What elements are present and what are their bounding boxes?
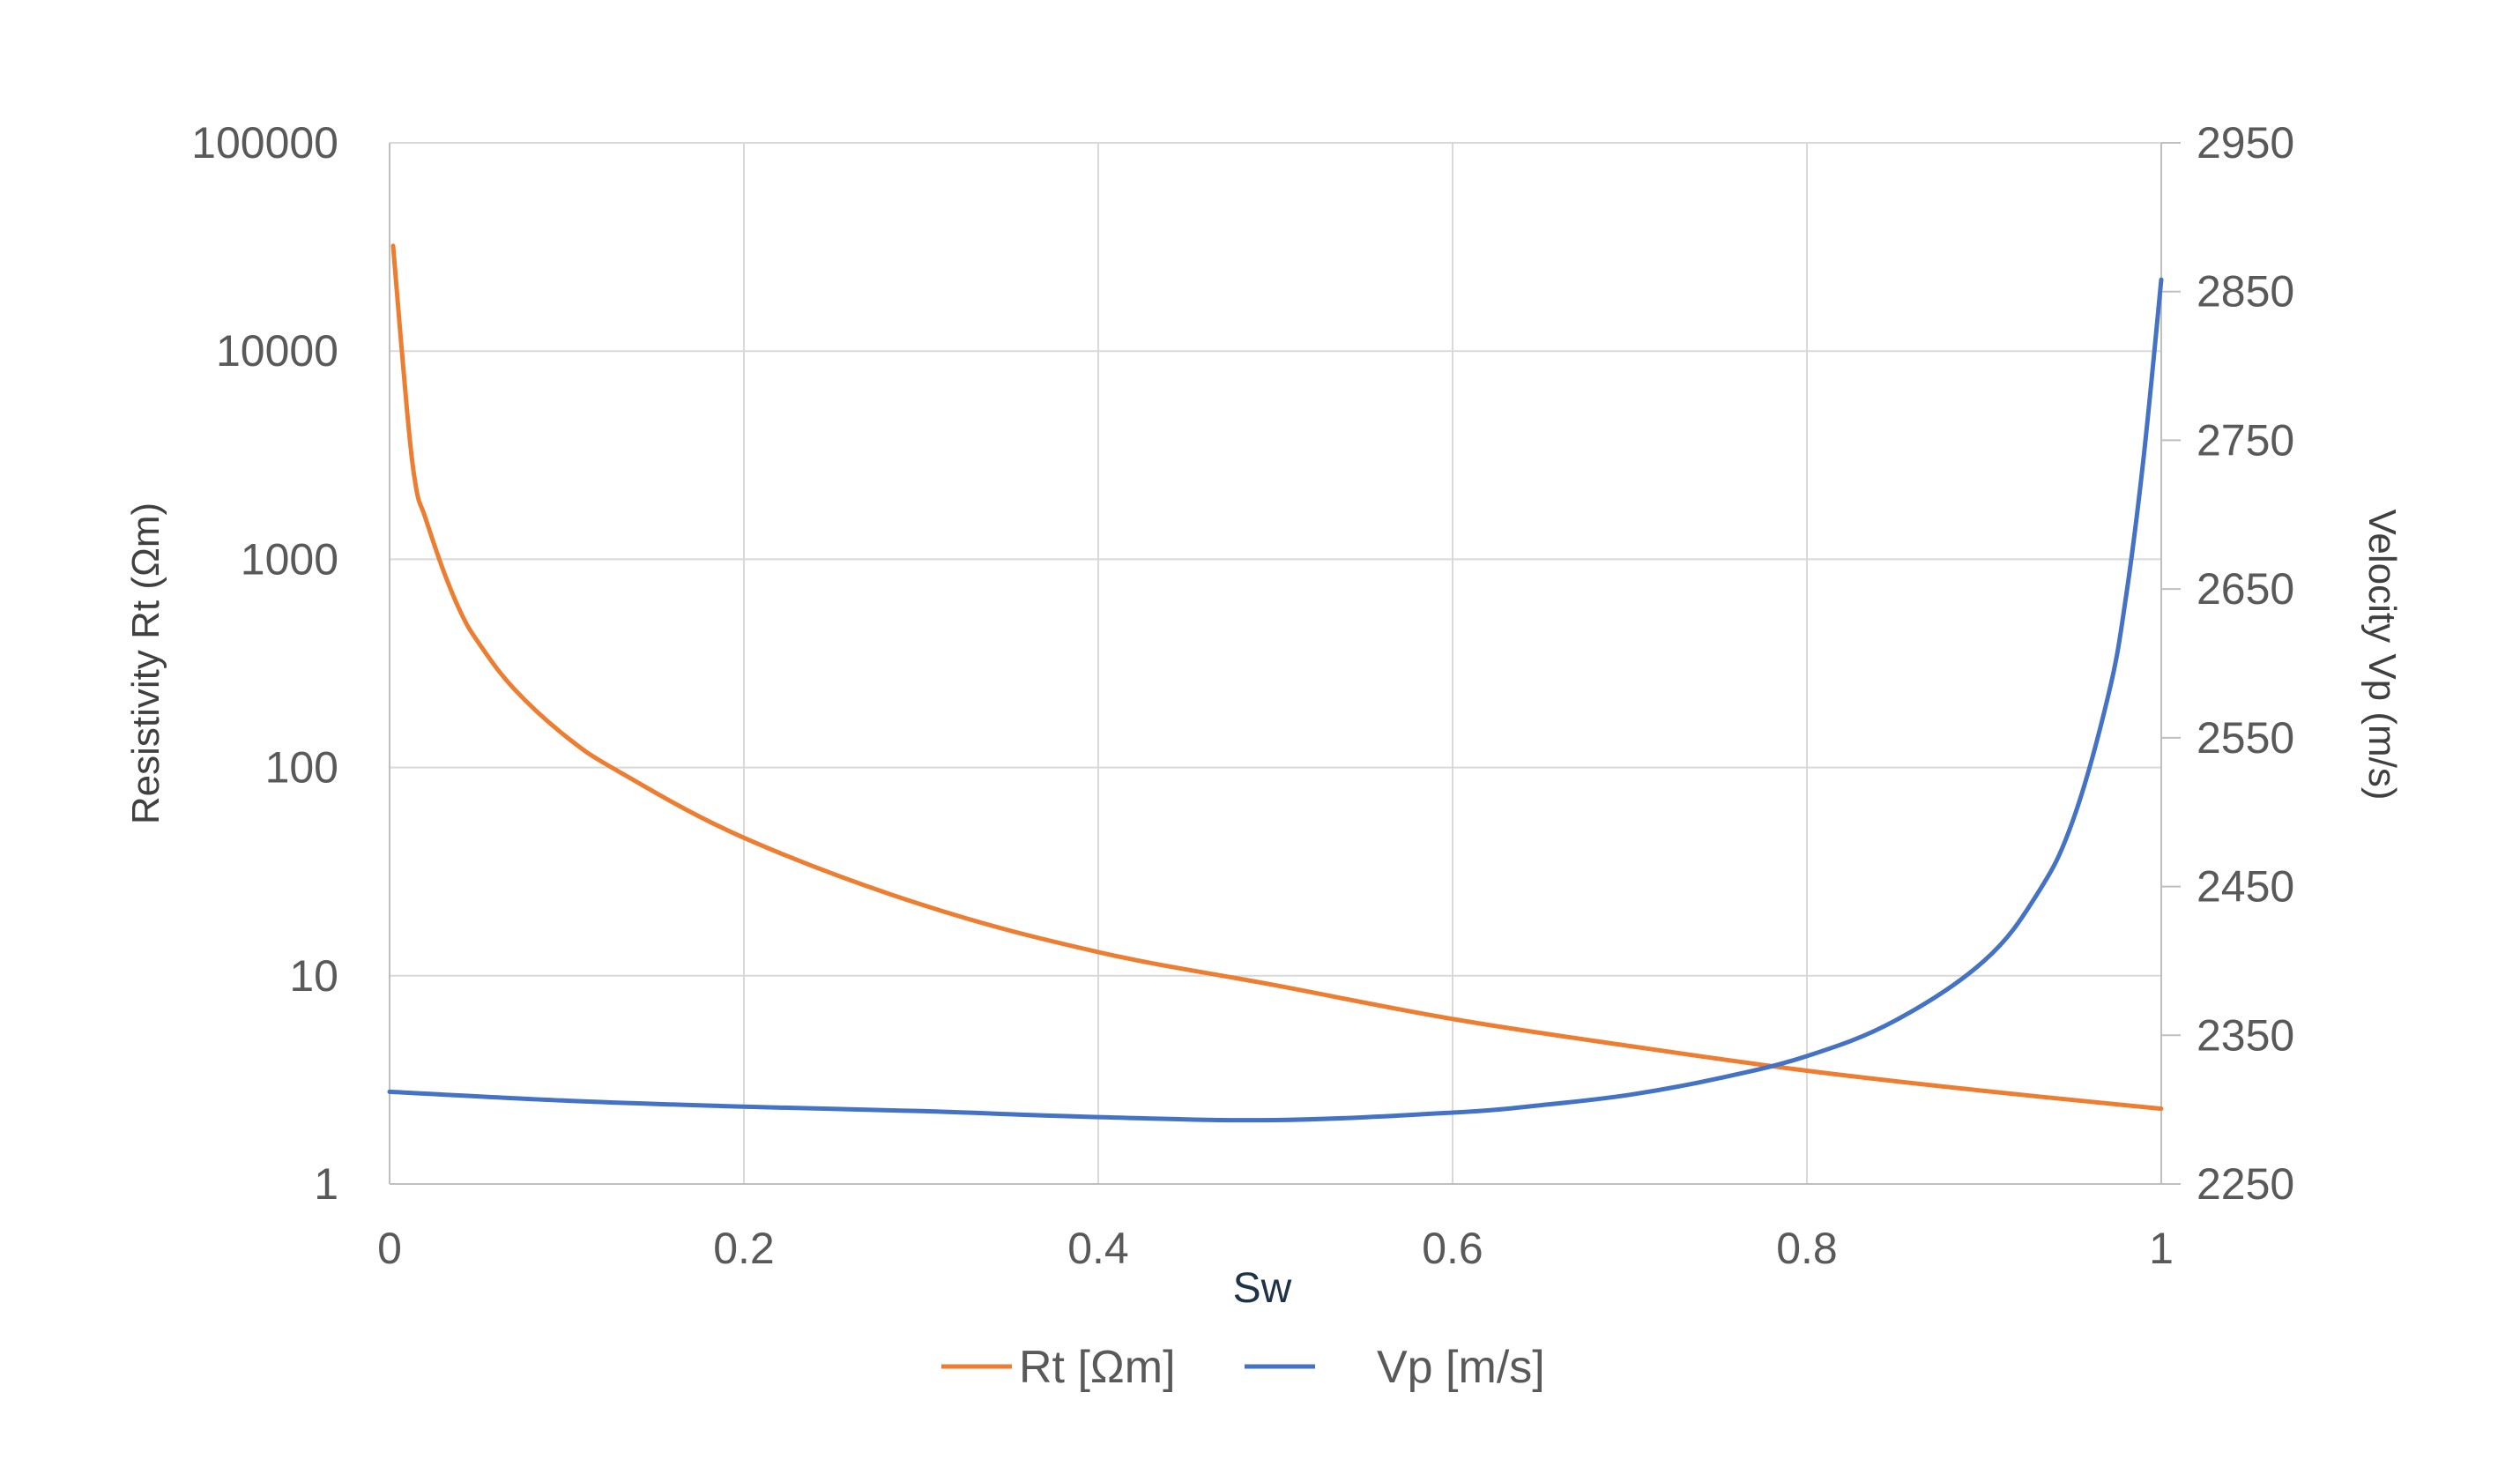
y-left-tick-label: 10000	[216, 326, 338, 376]
y-right-tick-label: 2450	[2197, 862, 2294, 912]
y-left-tick-label: 1000	[241, 534, 338, 584]
y-axis-right-title: Velocity Vp (m/s)	[2360, 509, 2404, 800]
x-tick-label: 0	[377, 1224, 402, 1273]
x-tick-label: 0.8	[1776, 1224, 1838, 1273]
y-left-tick-label: 100	[265, 743, 338, 793]
axes	[389, 142, 2181, 1185]
y-right-tick-label: 2850	[2197, 267, 2294, 316]
x-tick-label: 0.6	[1422, 1224, 1483, 1273]
legend-label-vp: Vp [m/s]	[1377, 1342, 1545, 1393]
y-right-tick-label: 2650	[2197, 564, 2294, 614]
series-line-rt	[390, 243, 2164, 1112]
y-right-tick-label: 2950	[2197, 118, 2294, 168]
x-tick-label: 0.4	[1067, 1224, 1129, 1273]
series-line-vp	[387, 277, 2164, 1123]
gridlines	[390, 142, 2161, 1185]
y-right-tick-label: 2750	[2197, 415, 2294, 465]
y-left-tick-label: 10	[289, 951, 338, 1001]
y-left-tick-label: 100000	[191, 118, 338, 168]
series-lines	[387, 243, 2164, 1123]
y-right-tick-label: 2350	[2197, 1010, 2294, 1060]
x-tick-label: 0.2	[713, 1224, 775, 1273]
y-axis-left-title: Resistivity Rt (Ωm)	[124, 503, 167, 824]
legend: Rt [Ωm] Vp [m/s]	[941, 1342, 1545, 1393]
x-tick-label: 1	[2149, 1224, 2174, 1273]
tick-labels: 1 10 100 1000 10000 100000 0 0.2 0.4 0.6 0.8 1 2250 2…	[191, 118, 2294, 1273]
x-axis-title: Sw	[1233, 1265, 1292, 1312]
y-right-tick-label: 2550	[2197, 713, 2294, 763]
legend-label-rt: Rt [Ωm]	[1019, 1342, 1176, 1393]
y-left-tick-label: 1	[314, 1159, 338, 1209]
y-right-tick-label: 2250	[2197, 1159, 2294, 1209]
